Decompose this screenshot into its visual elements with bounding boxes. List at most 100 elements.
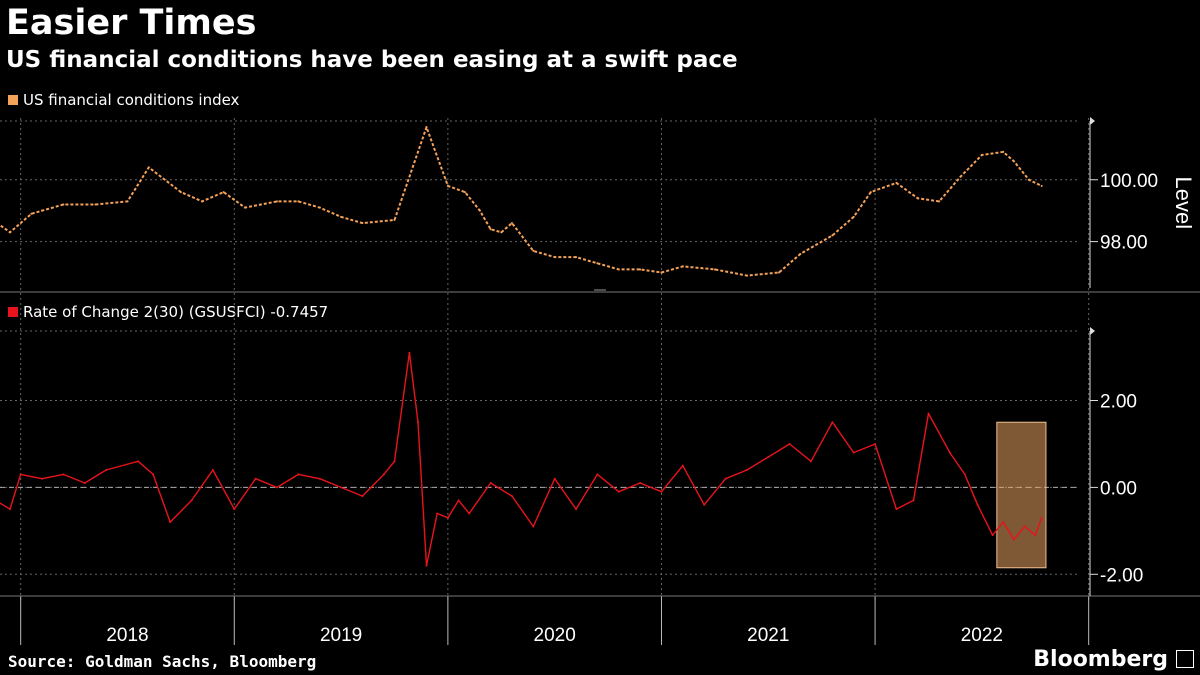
data-point-fci xyxy=(318,206,321,209)
data-point-roc xyxy=(276,486,278,489)
data-point-fci xyxy=(9,231,11,234)
data-point-fci xyxy=(478,209,481,212)
data-point-roc xyxy=(575,508,578,511)
data-point-fci xyxy=(62,203,65,206)
data-point-fci xyxy=(916,197,919,200)
legend-top-label: US financial conditions index xyxy=(23,91,240,109)
data-point-fci xyxy=(425,126,428,129)
data-point-roc xyxy=(382,473,385,476)
data-point-fci xyxy=(126,200,129,203)
data-point-roc xyxy=(361,495,364,498)
data-point-fci xyxy=(1040,184,1043,187)
y-axis-arrow xyxy=(1090,117,1095,125)
data-point-roc xyxy=(724,477,727,480)
data-point-roc xyxy=(639,482,642,485)
data-point-fci xyxy=(393,218,396,221)
data-point-fci xyxy=(869,191,872,194)
data-point-roc xyxy=(425,564,428,567)
data-point-roc xyxy=(991,534,994,537)
chart-subtitle: US financial conditions have been easing… xyxy=(6,47,738,73)
data-point-roc xyxy=(927,412,930,415)
data-point-fci xyxy=(41,209,44,212)
data-point-fci xyxy=(852,215,855,218)
data-point-fci xyxy=(639,268,642,271)
legend-bottom: Rate of Change 2(30) (GSUSFCI) -0.7457 xyxy=(8,302,328,322)
data-point-fci xyxy=(94,203,97,206)
data-point-roc xyxy=(457,499,460,502)
terminal-icon xyxy=(1176,650,1194,668)
chart-title: Easier Times xyxy=(6,3,257,43)
data-point-roc xyxy=(745,469,748,472)
data-point-fci xyxy=(959,175,962,178)
x-tick-label: 2021 xyxy=(747,625,789,646)
data-point-roc xyxy=(468,512,471,515)
data-point-roc xyxy=(318,477,321,480)
data-point-roc xyxy=(948,451,951,454)
data-point-roc xyxy=(874,442,877,445)
data-point-roc xyxy=(297,473,300,476)
data-point-roc xyxy=(416,421,419,424)
highlight-box xyxy=(996,421,1047,569)
legend-bottom-label: Rate of Change 2(30) (GSUSFCI) -0.7457 xyxy=(23,303,329,321)
data-point-roc xyxy=(703,503,706,506)
data-point-roc xyxy=(152,473,155,476)
data-point-fci xyxy=(30,212,33,215)
data-point-roc xyxy=(852,451,855,454)
data-point-roc xyxy=(831,421,834,424)
data-point-fci xyxy=(777,271,780,274)
data-point-fci xyxy=(147,166,150,169)
data-point-roc xyxy=(681,464,684,467)
data-point-roc xyxy=(408,351,411,354)
data-point-fci xyxy=(831,234,834,237)
data-point-roc xyxy=(912,499,915,502)
data-point-fci xyxy=(938,200,941,203)
data-point-roc xyxy=(436,512,439,515)
data-point-fci xyxy=(243,206,246,209)
data-point-fci xyxy=(510,222,513,225)
data-point-fci xyxy=(489,228,492,231)
data-point-fci xyxy=(340,215,343,218)
data-point-fci xyxy=(276,200,278,203)
x-tick-label: 2022 xyxy=(961,625,1003,646)
data-point-roc xyxy=(41,477,44,480)
data-point-fci xyxy=(575,256,578,259)
data-point-roc xyxy=(393,460,396,463)
data-point-roc xyxy=(169,521,172,524)
legend-top: US financial conditions index xyxy=(8,90,239,110)
data-point-roc xyxy=(190,499,193,502)
data-point-fci xyxy=(500,231,503,234)
data-point-fci xyxy=(532,249,535,252)
data-point-fci xyxy=(1027,178,1030,181)
data-point-fci xyxy=(463,191,466,194)
y-tick-label: 100.00 xyxy=(1100,171,1158,192)
x-tick-label: 2019 xyxy=(320,625,362,646)
legend-bottom-swatch xyxy=(8,307,18,317)
data-point-fci xyxy=(361,222,364,225)
data-point-roc xyxy=(446,516,449,519)
data-point-fci xyxy=(895,181,898,184)
data-point-fci xyxy=(596,262,599,265)
y-tick-label: -2.00 xyxy=(1100,565,1143,586)
y-tick-label: 2.00 xyxy=(1100,392,1137,413)
data-point-roc xyxy=(83,482,86,485)
data-point-fci xyxy=(980,154,983,157)
data-point-roc xyxy=(963,473,966,476)
data-point-fci xyxy=(681,265,684,268)
x-tick-label: 2020 xyxy=(534,625,576,646)
data-point-roc xyxy=(137,460,140,463)
data-point-roc xyxy=(788,442,791,445)
data-point-fci xyxy=(201,200,204,203)
data-point-roc xyxy=(19,473,22,476)
data-point-fci xyxy=(1012,160,1015,163)
data-point-fci xyxy=(745,274,748,277)
data-point-roc xyxy=(340,486,343,489)
series-line-roc xyxy=(0,352,1043,567)
data-point-fci xyxy=(446,184,449,187)
data-point-roc xyxy=(510,495,513,498)
x-tick-label: 2018 xyxy=(106,625,148,646)
data-point-fci xyxy=(617,268,620,271)
data-point-roc xyxy=(1002,521,1005,524)
y-axis-arrow xyxy=(1090,327,1095,335)
data-point-roc xyxy=(1023,525,1026,528)
